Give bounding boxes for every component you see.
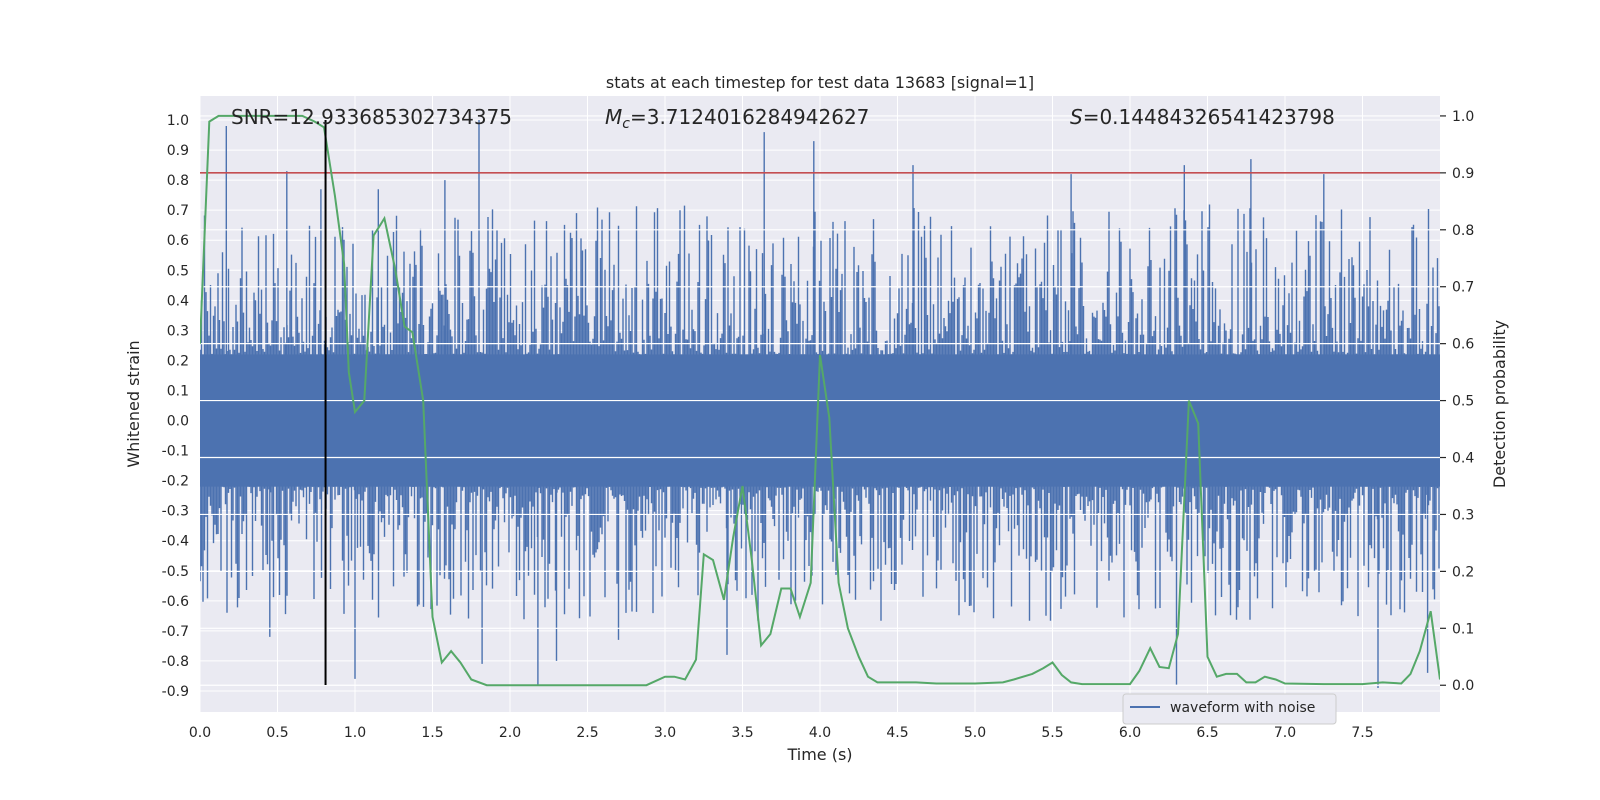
legend-box [1122, 693, 1337, 725]
x-tick-label: 3.0 [654, 725, 676, 741]
detection-probability-series [200, 114, 1440, 687]
x-axis-ticks: 0.0 0.5 1.0 1.5 2.0 2.5 3.0 3.5 4.0 4.5 5.0 5.5 6.0 6… [189, 725, 1374, 741]
chart-title: stats at each timestep for test data 136… [606, 73, 1034, 92]
y-tick-label: -0.9 [162, 684, 189, 700]
y-tick-label: 0.6 [167, 233, 189, 249]
x-tick-label: 7.5 [1351, 725, 1373, 741]
y2-tick-label: 1.0 [1452, 109, 1474, 125]
chirp-mass-symbol: M [605, 105, 622, 129]
x-tick-label: 0.5 [266, 725, 288, 741]
y2-tick-label: 0.4 [1452, 451, 1474, 467]
x-tick-label: 7.0 [1274, 725, 1296, 741]
y2-tick-label: 0.8 [1452, 223, 1474, 239]
y2-tick-label: 0.1 [1452, 621, 1474, 637]
x-tick-label: 5.5 [1041, 725, 1063, 741]
y-tick-label: 0.2 [167, 353, 189, 369]
y-axis-label: Whitened strain [124, 340, 143, 467]
x-tick-label: 3.5 [731, 725, 753, 741]
x-tick-label: 0.0 [189, 725, 211, 741]
x-tick-label: 2.0 [499, 725, 521, 741]
y-tick-label: 0.9 [167, 143, 189, 159]
y-tick-label: 0.1 [167, 383, 189, 399]
x-tick-label: 1.0 [344, 725, 366, 741]
y-tick-label: 0.5 [167, 263, 189, 279]
chirp-mass-annotation: Mc=3.7124016284942627 [605, 105, 869, 132]
y2-tick-label: 0.0 [1452, 678, 1474, 694]
y2-axis-label: Detection probability [1490, 320, 1509, 488]
y-axis-ticks: -0.9 -0.8 -0.7 -0.6 -0.5 -0.4 -0.3 -0.2 -0.1 0.0 0… [162, 113, 189, 700]
y2-axis-ticks: 0.0 0.1 0.2 0.3 0.4 0.5 0.6 0.7 0.8 0.9 1.0 [1440, 109, 1474, 694]
y-tick-label: -0.7 [162, 624, 189, 640]
x-tick-label: 6.0 [1119, 725, 1141, 741]
chirp-mass-value: =3.7124016284942627 [630, 105, 869, 129]
snr-annotation: SNR=12.933685302734375 [231, 105, 512, 129]
y-tick-label: -0.4 [162, 534, 189, 550]
chirp-mass-subscript: c [622, 116, 630, 132]
x-tick-label: 1.5 [421, 725, 443, 741]
y-tick-label: -0.6 [162, 594, 189, 610]
y-tick-label: 1.0 [167, 113, 189, 129]
y-tick-label: 0.4 [167, 293, 189, 309]
y-tick-label: 0.7 [167, 203, 189, 219]
y2-tick-label: 0.9 [1452, 166, 1474, 182]
s-value: =0.14484326541423798 [1083, 105, 1335, 129]
s-symbol: S [1070, 105, 1083, 129]
y-tick-label: -0.1 [162, 444, 189, 460]
y-tick-label: 0.8 [167, 173, 189, 189]
y-tick-label: -0.5 [162, 564, 189, 580]
x-tick-label: 4.5 [886, 725, 908, 741]
y-tick-label: -0.2 [162, 474, 189, 490]
y-tick-label: -0.8 [162, 654, 189, 670]
x-tick-label: 5.0 [964, 725, 986, 741]
y2-tick-label: 0.3 [1452, 507, 1474, 523]
x-tick-label: 6.5 [1196, 725, 1218, 741]
y2-tick-label: 0.2 [1452, 564, 1474, 580]
y2-tick-label: 0.6 [1452, 337, 1474, 353]
legend-label-waveform: waveform with noise [1170, 700, 1315, 716]
legend: waveform with noise [1122, 693, 1337, 725]
y-tick-label: 0.3 [167, 323, 189, 339]
x-tick-label: 4.0 [809, 725, 831, 741]
y2-tick-label: 0.7 [1452, 280, 1474, 296]
x-axis-label: Time (s) [786, 745, 852, 764]
s-annotation: S=0.14484326541423798 [1070, 105, 1335, 129]
y2-tick-label: 0.5 [1452, 394, 1474, 410]
x-tick-label: 2.5 [576, 725, 598, 741]
y-tick-label: -0.3 [162, 504, 189, 520]
y-tick-label: 0.0 [167, 414, 189, 430]
